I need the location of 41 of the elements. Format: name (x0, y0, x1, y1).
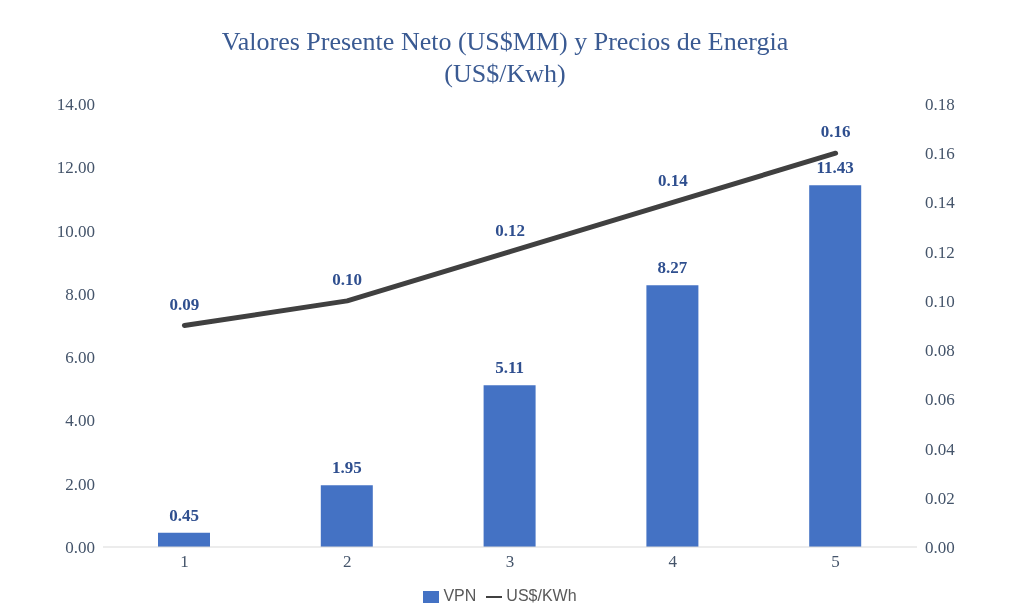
y2-tick-label: 0.06 (925, 390, 955, 410)
data-label: 0.14 (657, 171, 689, 191)
bar (483, 385, 536, 547)
y2-tick-label: 0.12 (925, 242, 955, 262)
data-label: 0.45 (169, 505, 199, 525)
bar (809, 185, 862, 547)
bar (320, 485, 373, 547)
x-tick-label: 1 (180, 552, 189, 572)
data-label: 5.11 (495, 358, 525, 378)
y2-tick-label: 0.08 (925, 341, 955, 361)
bar (158, 532, 210, 547)
y-tick-label: 14.00 (56, 95, 95, 115)
x-tick-label: 3 (505, 552, 515, 572)
legend-label: VPN (443, 587, 477, 604)
data-label: 0.09 (169, 294, 200, 314)
x-tick-label: 2 (342, 552, 352, 572)
data-label: 0.10 (332, 269, 363, 289)
bar (646, 285, 699, 547)
y-tick-label: 2.00 (65, 474, 95, 494)
y-tick-label: 10.00 (56, 221, 95, 241)
chart-title: Valores Presente Neto (US$MM) y Precios de Energia (US$/Kwh) (220, 26, 790, 90)
y-tick-label: 4.00 (65, 411, 95, 431)
y2-tick-label: 0.14 (925, 193, 956, 213)
y-tick-label: 8.00 (65, 284, 95, 304)
y2-tick-label: 0.04 (925, 439, 956, 459)
y-tick-label: 6.00 (65, 348, 95, 368)
data-label: 1.95 (331, 458, 362, 478)
y2-tick-label: 0.00 (925, 538, 955, 558)
y2-tick-label: 0.18 (925, 95, 955, 115)
x-tick-label: 4 (668, 552, 678, 572)
y-tick-label: 0.00 (65, 538, 95, 558)
data-label: 0.16 (820, 122, 851, 142)
data-label: 8.27 (657, 258, 688, 278)
y2-tick-label: 0.16 (925, 144, 955, 164)
y2-tick-label: 0.02 (925, 488, 955, 508)
data-label: 11.43 (816, 158, 854, 178)
y2-tick-label: 0.10 (925, 291, 955, 311)
legend-label: US$/KWh (506, 587, 577, 604)
y-tick-label: 12.00 (56, 158, 95, 178)
x-tick-label: 5 (831, 552, 840, 572)
data-label: 0.12 (495, 220, 525, 240)
